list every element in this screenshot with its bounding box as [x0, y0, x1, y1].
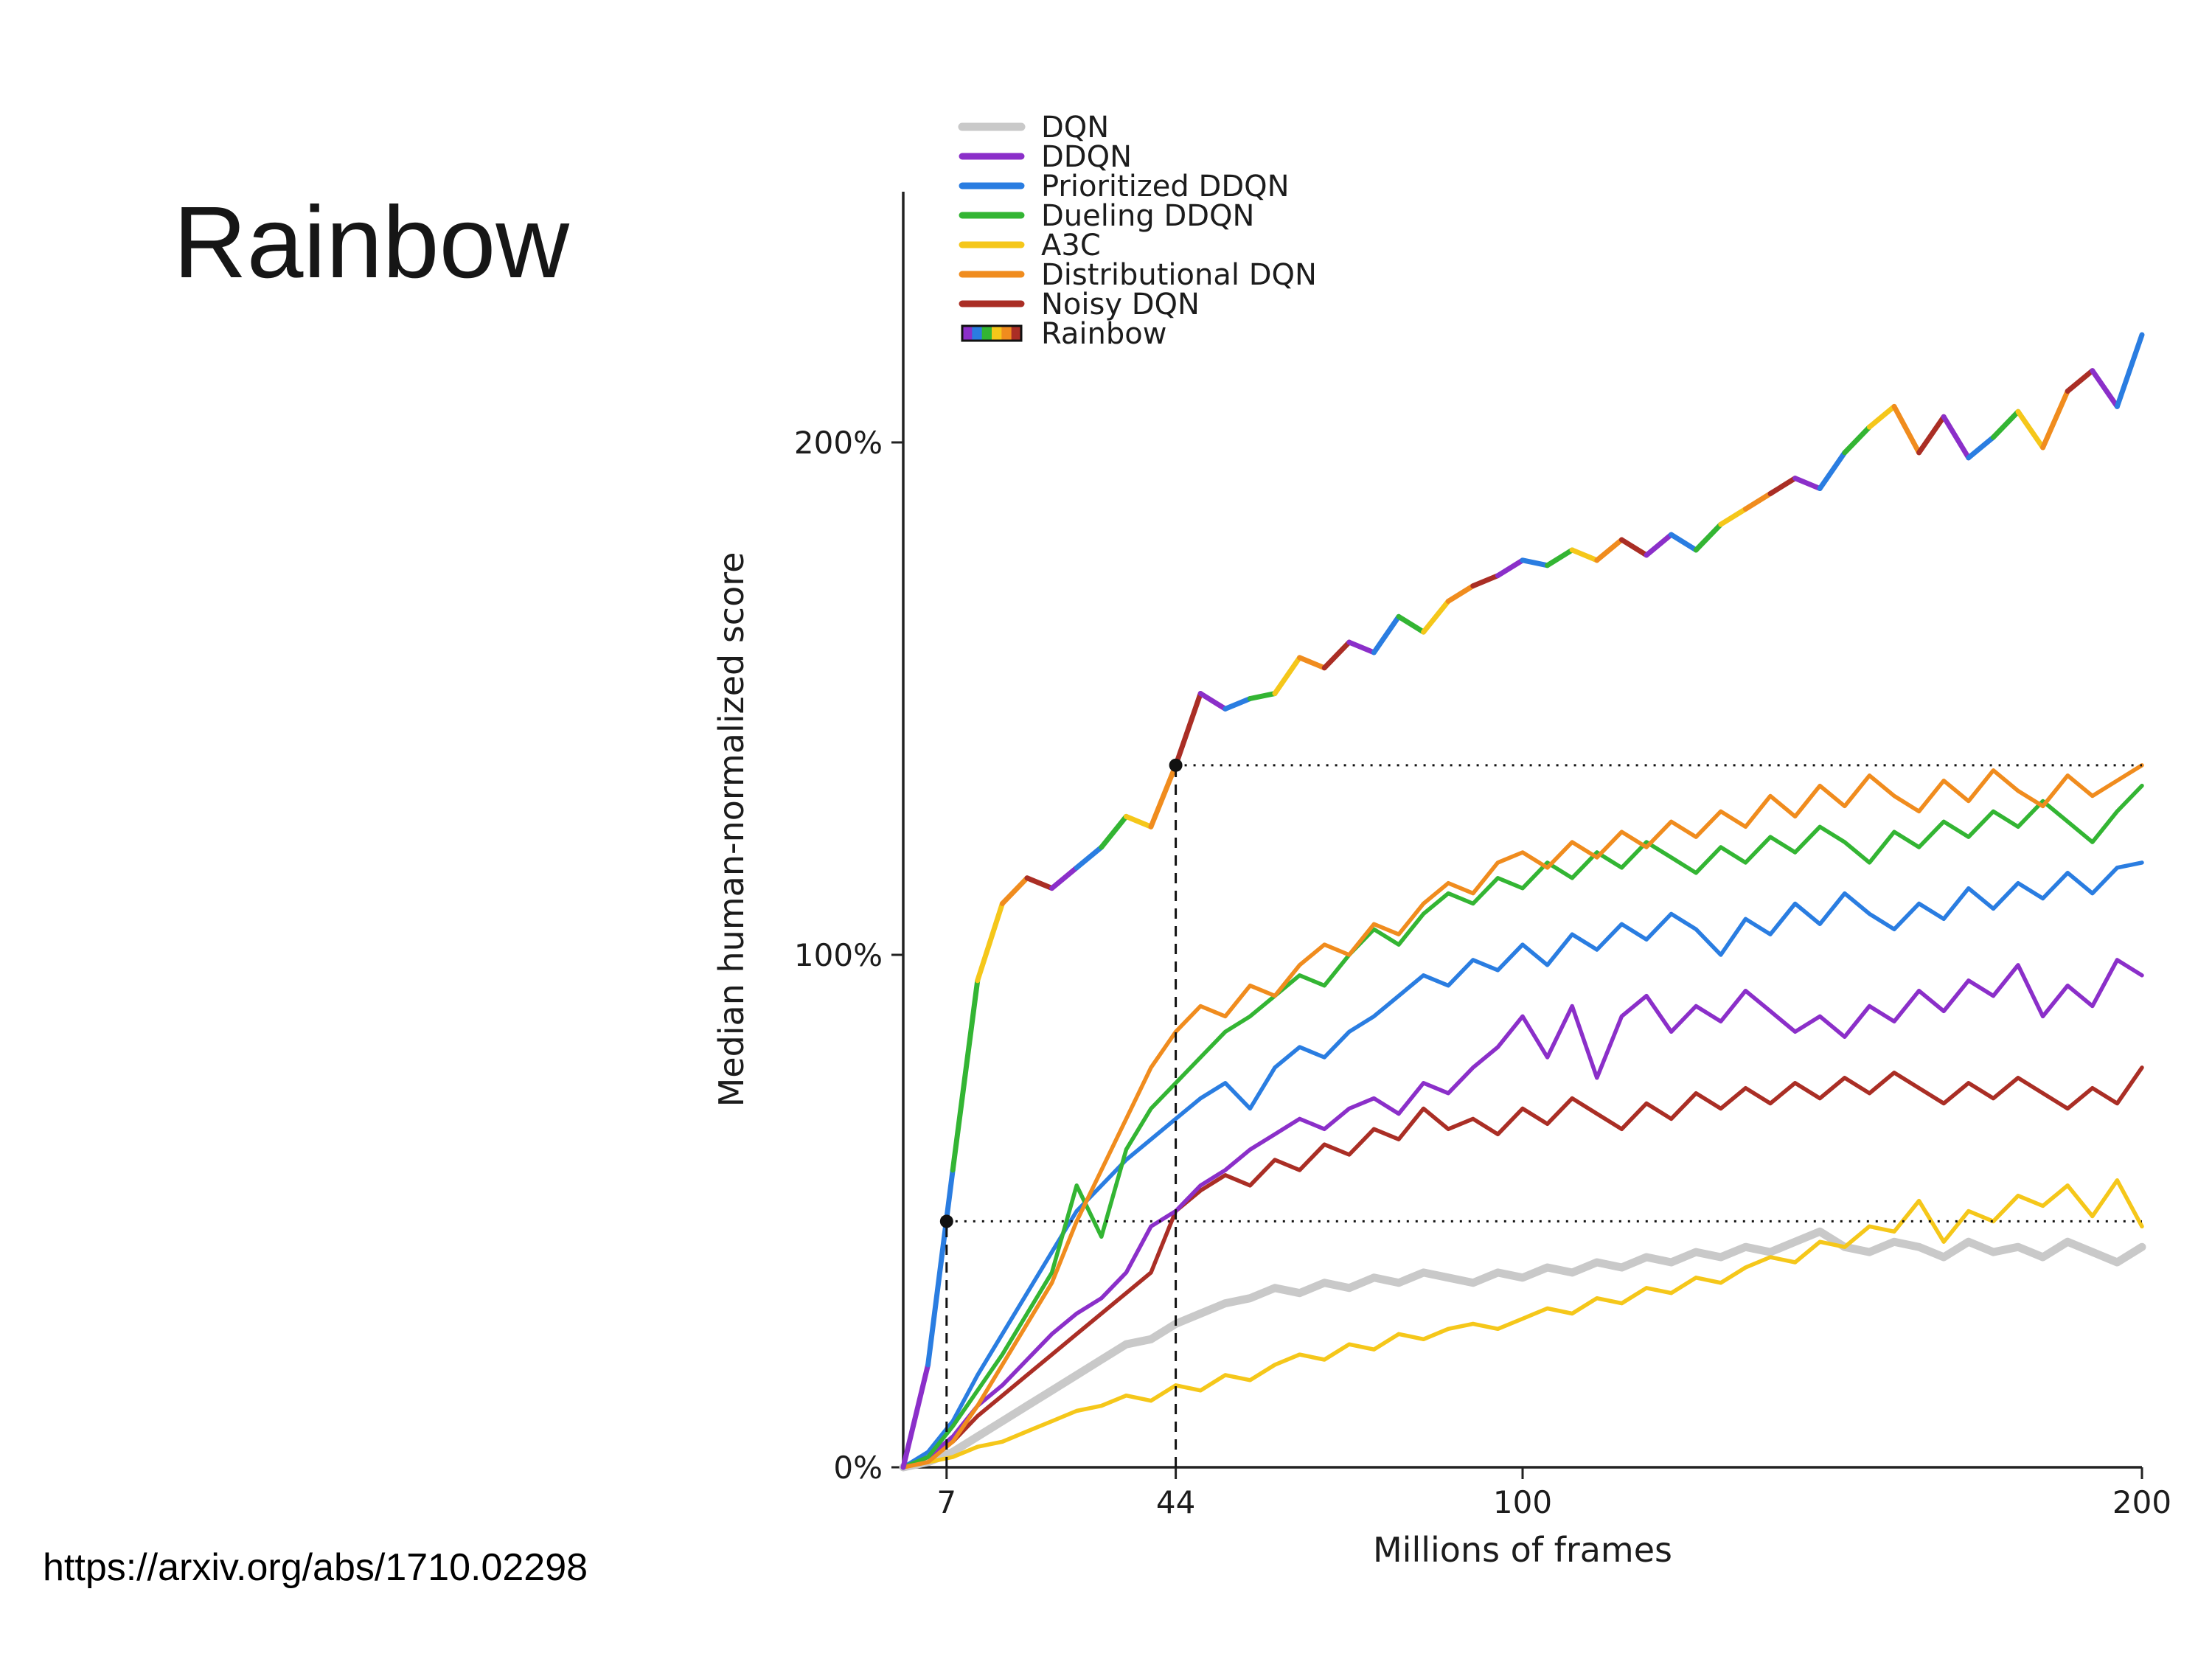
- legend-item-ddqn: DDQN: [959, 140, 1132, 174]
- y-tick-label: 100%: [794, 937, 883, 973]
- series-rainbow: [900, 332, 2145, 1470]
- legend-label: Dueling DDQN: [1041, 199, 1254, 233]
- legend-item-prioritized-ddqn: Prioritized DDQN: [959, 170, 1290, 204]
- x-tick-label: 7: [936, 1484, 956, 1520]
- chart-area: 0% 100% 200% 7 44 100 200 Millions of frames Med…: [664, 96, 2190, 1582]
- x-tick-label: 200: [2112, 1484, 2171, 1520]
- annotation-point: [939, 1214, 953, 1228]
- legend-item-dqn: DQN: [958, 111, 1109, 145]
- legend-label: Prioritized DDQN: [1041, 170, 1290, 204]
- x-tick-label: 100: [1493, 1484, 1552, 1520]
- series-dueling-ddqn: [901, 783, 2144, 1470]
- y-tick-label: 0%: [833, 1450, 883, 1486]
- page-title: Rainbow: [173, 186, 569, 300]
- legend-label: Rainbow: [1041, 317, 1166, 351]
- x-tick-label: 44: [1156, 1484, 1195, 1520]
- legend-label: A3C: [1041, 229, 1101, 262]
- legend-item-a3c: A3C: [959, 229, 1101, 262]
- annotation-point: [1169, 758, 1183, 772]
- y-tick-label: 200%: [794, 425, 883, 461]
- legend-item-dueling-ddqn: Dueling DDQN: [959, 199, 1254, 233]
- rainbow-performance-chart: 0% 100% 200% 7 44 100 200 Millions of frames Med…: [712, 111, 2171, 1570]
- source-url-link[interactable]: https://arxiv.org/abs/1710.02298: [43, 1546, 588, 1589]
- legend-item-distributional-dqn: Distributional DQN: [959, 258, 1317, 292]
- legend-label: DQN: [1041, 111, 1109, 145]
- legend-swatch-rainbow: [961, 324, 1023, 342]
- series-noisy-dqn: [901, 1065, 2144, 1470]
- series-ddqn: [901, 958, 2144, 1470]
- legend-label: Noisy DQN: [1041, 288, 1200, 321]
- legend-label: DDQN: [1041, 140, 1132, 174]
- series-distributional-dqn: [901, 763, 2144, 1470]
- legend-label: Distributional DQN: [1041, 258, 1317, 292]
- x-axis-label: Millions of frames: [1373, 1530, 1672, 1570]
- series-a3c: [901, 1178, 2144, 1470]
- legend-item-rainbow: Rainbow: [961, 317, 1166, 351]
- series-prioritized-ddqn: [901, 860, 2144, 1470]
- y-axis-label: Median human-normalized score: [712, 552, 751, 1107]
- series-dqn: [899, 1227, 2146, 1472]
- legend-item-noisy-dqn: Noisy DQN: [959, 288, 1200, 321]
